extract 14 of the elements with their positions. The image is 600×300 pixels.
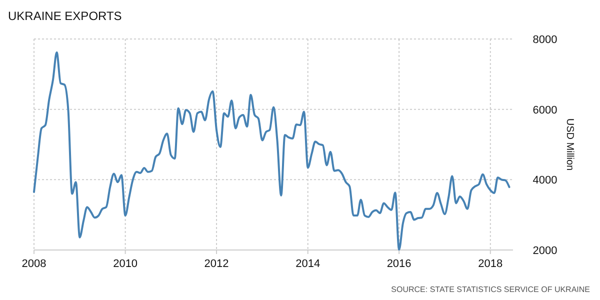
x-tick-label: 2012 — [204, 258, 229, 270]
y-tick-label: 8000 — [532, 34, 558, 46]
chart-title: UKRAINE EXPORTS — [8, 9, 122, 23]
source-note: SOURCE: STATE STATISTICS SERVICE OF UKRAINE — [391, 285, 590, 294]
line-series — [33, 51, 510, 251]
y-axis-title: USD Million — [564, 118, 575, 171]
y-tick-label: 6000 — [532, 104, 558, 116]
x-tick-label: 2010 — [113, 258, 138, 270]
y-tick-label: 4000 — [532, 174, 558, 187]
x-tick-label: 2014 — [296, 258, 320, 270]
x-tick-label: 2008 — [22, 258, 46, 270]
y-tick-label: 2000 — [532, 245, 558, 257]
x-tick-label: 2018 — [478, 258, 503, 270]
x-tick-label: 2016 — [386, 258, 412, 270]
